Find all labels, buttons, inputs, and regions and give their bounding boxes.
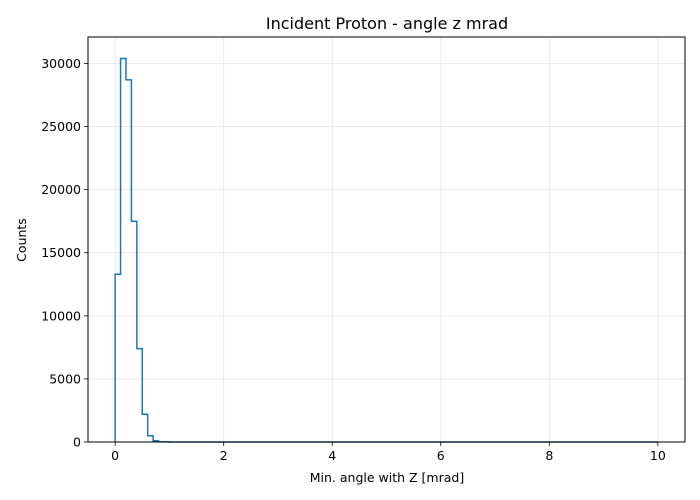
x-tick-label: 6 (437, 448, 445, 463)
x-tick-label: 8 (545, 448, 553, 463)
x-tick-label: 4 (328, 448, 336, 463)
y-tick-label: 20000 (41, 182, 81, 197)
x-tick-label: 10 (650, 448, 666, 463)
x-axis-label: Min. angle with Z [mrad] (310, 470, 464, 485)
axes-frame (87, 36, 686, 443)
y-tick-label: 30000 (41, 56, 81, 71)
x-axis-ticks: 0 2 4 6 8 10 (111, 442, 666, 463)
chart-title: Incident Proton - angle z mrad (266, 14, 508, 33)
y-axis-label: Counts (14, 218, 29, 262)
x-tick-label: 0 (111, 448, 119, 463)
grid (88, 37, 685, 443)
y-tick-label: 5000 (49, 371, 81, 386)
y-axis-ticks: 0 5000 10000 15000 20000 25000 30000 (41, 56, 88, 450)
y-tick-label: 25000 (41, 119, 81, 134)
y-tick-label: 15000 (41, 245, 81, 260)
y-tick-label: 10000 (41, 308, 81, 323)
x-tick-label: 2 (220, 448, 228, 463)
y-tick-label: 0 (73, 435, 81, 450)
